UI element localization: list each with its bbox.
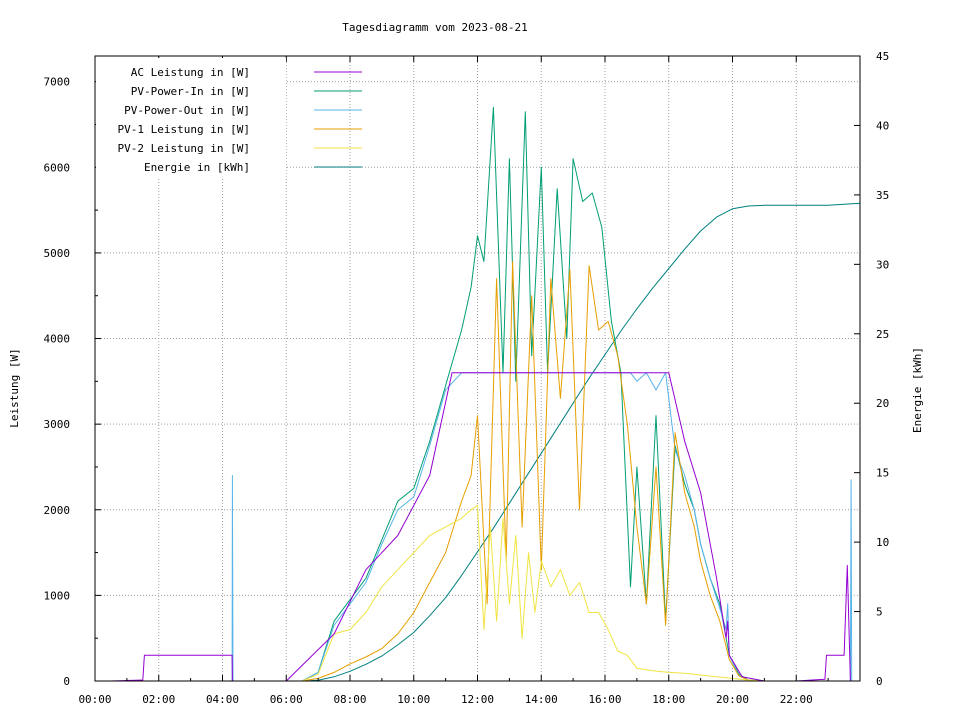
y-tick-label: 3000 — [44, 418, 71, 431]
y2-tick-label: 5 — [876, 606, 883, 619]
legend-label: PV-Power-In in [W] — [131, 85, 250, 98]
x-tick-label: 12:00 — [461, 693, 494, 706]
x-tick-label: 18:00 — [652, 693, 685, 706]
x-tick-label: 02:00 — [142, 693, 175, 706]
y2-tick-label: 40 — [876, 119, 889, 132]
y2-tick-label: 10 — [876, 536, 889, 549]
grid — [95, 56, 860, 681]
x-tick-label: 10:00 — [397, 693, 430, 706]
y-tick-label: 2000 — [44, 504, 71, 517]
x-tick-label: 00:00 — [78, 693, 111, 706]
legend-background — [96, 58, 286, 178]
series-line-pv-2-leistung-in-w — [95, 505, 860, 682]
legend-label: PV-2 Leistung in [W] — [118, 142, 250, 155]
y-tick-label: 1000 — [44, 589, 71, 602]
y2-tick-label: 15 — [876, 467, 889, 480]
x-tick-label: 16:00 — [588, 693, 621, 706]
x-tick-label: 08:00 — [333, 693, 366, 706]
y-tick-label: 7000 — [44, 76, 71, 89]
x-tick-label: 06:00 — [270, 693, 303, 706]
y2-axis-label: Energie [kWh] — [911, 347, 924, 433]
y-tick-label: 4000 — [44, 333, 71, 346]
y-tick-label: 0 — [63, 675, 70, 688]
x-tick-label: 04:00 — [206, 693, 239, 706]
y2-tick-label: 30 — [876, 258, 889, 271]
x-tick-label: 20:00 — [716, 693, 749, 706]
legend-label: PV-Power-Out in [W] — [124, 104, 250, 117]
legend-label: Energie in [kWh] — [144, 161, 250, 174]
series-line-pv-1-leistung-in-w — [95, 261, 860, 682]
x-tick-label: 22:00 — [780, 693, 813, 706]
legend-label: AC Leistung in [W] — [131, 66, 250, 79]
legend-label: PV-1 Leistung in [W] — [118, 123, 250, 136]
y2-tick-label: 45 — [876, 50, 889, 63]
y-tick-label: 5000 — [44, 247, 71, 260]
chart-title: Tagesdiagramm vom 2023-08-21 — [342, 21, 527, 34]
series-line-energie-in-kwh — [95, 202, 861, 682]
x-tick-label: 14:00 — [525, 693, 558, 706]
legend: AC Leistung in [W] PV-Power-In in [W] PV-P… — [96, 58, 362, 178]
y2-tick-label: 20 — [876, 397, 889, 410]
y2-tick-label: 25 — [876, 328, 889, 341]
y2-tick-label: 0 — [876, 675, 883, 688]
y-axis-label: Leistung [W] — [8, 348, 21, 427]
y2-tick-label: 35 — [876, 189, 889, 202]
y-tick-label: 6000 — [44, 161, 71, 174]
